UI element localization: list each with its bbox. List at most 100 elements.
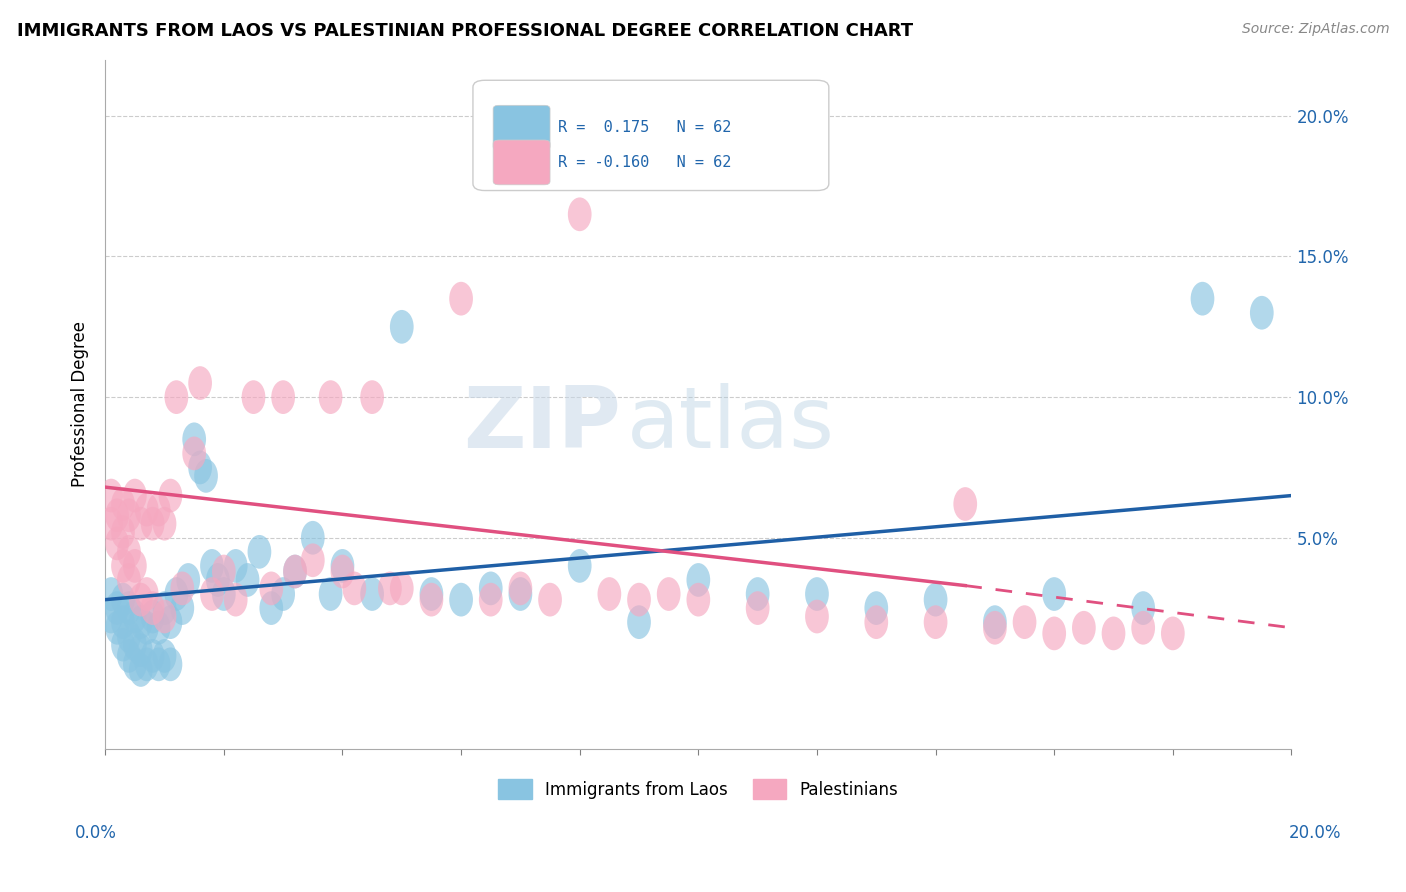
Ellipse shape [538,582,562,616]
Text: R = -0.160   N = 62: R = -0.160 N = 62 [558,155,731,169]
Ellipse shape [170,572,194,606]
FancyBboxPatch shape [494,140,550,185]
Ellipse shape [360,380,384,414]
Ellipse shape [686,563,710,597]
Ellipse shape [419,577,443,611]
Ellipse shape [598,577,621,611]
Ellipse shape [686,582,710,616]
Ellipse shape [509,577,533,611]
Ellipse shape [111,628,135,662]
Text: R =  0.175   N = 62: R = 0.175 N = 62 [558,120,731,136]
Ellipse shape [212,555,236,589]
Ellipse shape [509,572,533,606]
Ellipse shape [479,572,502,606]
Ellipse shape [283,555,307,589]
Ellipse shape [745,591,769,625]
Ellipse shape [105,611,129,645]
Ellipse shape [122,479,146,512]
Ellipse shape [479,582,502,616]
Ellipse shape [865,606,889,639]
Ellipse shape [117,563,141,597]
Ellipse shape [983,611,1007,645]
Ellipse shape [224,549,247,582]
Ellipse shape [141,599,165,633]
Ellipse shape [1071,611,1095,645]
Ellipse shape [1191,282,1215,316]
Ellipse shape [122,549,146,582]
Ellipse shape [141,639,165,673]
Y-axis label: Professional Degree: Professional Degree [72,321,89,487]
Ellipse shape [627,606,651,639]
Ellipse shape [111,606,135,639]
FancyBboxPatch shape [472,80,828,191]
Ellipse shape [236,563,260,597]
Ellipse shape [129,633,153,667]
Ellipse shape [129,606,153,639]
Ellipse shape [105,591,129,625]
Ellipse shape [165,380,188,414]
Ellipse shape [200,549,224,582]
Text: atlas: atlas [627,384,835,467]
Ellipse shape [183,436,207,470]
Ellipse shape [159,479,183,512]
Ellipse shape [224,582,247,616]
Ellipse shape [301,543,325,577]
Ellipse shape [111,516,135,549]
FancyBboxPatch shape [494,105,550,150]
Ellipse shape [343,572,366,606]
Ellipse shape [153,599,176,633]
Ellipse shape [953,487,977,521]
Ellipse shape [200,577,224,611]
Ellipse shape [111,582,135,616]
Ellipse shape [657,577,681,611]
Ellipse shape [283,555,307,589]
Ellipse shape [122,599,146,633]
Ellipse shape [260,591,283,625]
Ellipse shape [153,507,176,541]
Ellipse shape [924,606,948,639]
Ellipse shape [450,582,472,616]
Ellipse shape [865,591,889,625]
Ellipse shape [271,380,295,414]
Ellipse shape [247,535,271,569]
Ellipse shape [159,648,183,681]
Ellipse shape [188,367,212,400]
Ellipse shape [135,577,159,611]
Ellipse shape [146,492,170,526]
Ellipse shape [165,577,188,611]
Ellipse shape [117,591,141,625]
Ellipse shape [111,549,135,582]
Ellipse shape [627,582,651,616]
Ellipse shape [188,450,212,484]
Legend: Immigrants from Laos, Palestinians: Immigrants from Laos, Palestinians [492,772,905,805]
Ellipse shape [330,549,354,582]
Ellipse shape [207,563,229,597]
Ellipse shape [1132,591,1156,625]
Text: IMMIGRANTS FROM LAOS VS PALESTINIAN PROFESSIONAL DEGREE CORRELATION CHART: IMMIGRANTS FROM LAOS VS PALESTINIAN PROF… [17,22,912,40]
Ellipse shape [122,628,146,662]
Ellipse shape [450,282,472,316]
Ellipse shape [1102,616,1125,650]
Ellipse shape [212,577,236,611]
Ellipse shape [100,479,122,512]
Ellipse shape [117,499,141,533]
Ellipse shape [170,591,194,625]
Ellipse shape [568,197,592,231]
Ellipse shape [1250,296,1274,330]
Ellipse shape [129,507,153,541]
Ellipse shape [1042,577,1066,611]
Ellipse shape [1161,616,1185,650]
Ellipse shape [100,599,122,633]
Ellipse shape [117,639,141,673]
Ellipse shape [319,380,343,414]
Ellipse shape [135,492,159,526]
Ellipse shape [129,653,153,687]
Ellipse shape [242,380,266,414]
Text: Source: ZipAtlas.com: Source: ZipAtlas.com [1241,22,1389,37]
Ellipse shape [122,648,146,681]
Ellipse shape [330,555,354,589]
Ellipse shape [1012,606,1036,639]
Ellipse shape [153,591,176,625]
Ellipse shape [271,577,295,611]
Ellipse shape [141,507,165,541]
